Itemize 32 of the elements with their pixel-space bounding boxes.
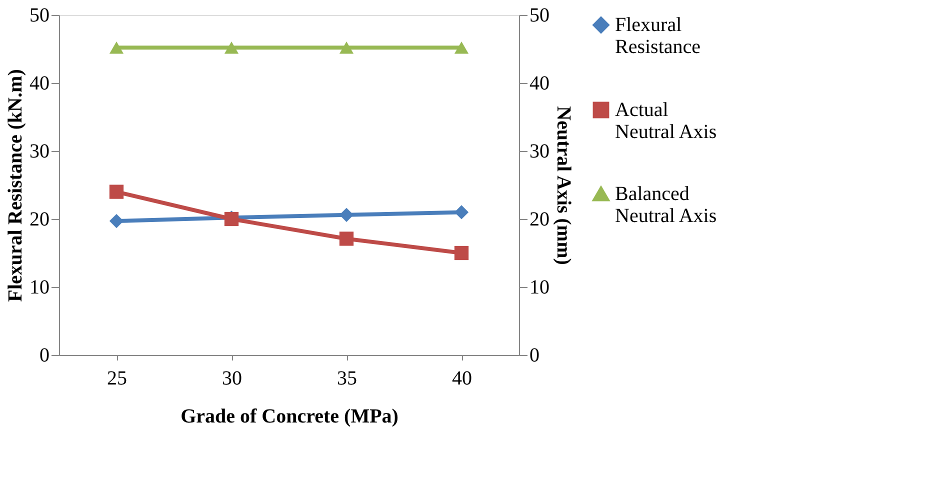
x-tick-label: 40: [452, 368, 472, 390]
legend-label: Flexural Resistance: [615, 14, 701, 58]
point: [339, 232, 354, 246]
point: [454, 42, 469, 54]
y2-tick-label: 20: [530, 208, 550, 230]
y2-axis-title: Neutral Axis (mm): [552, 106, 574, 265]
legend-label: Balanced Neutral Axis: [615, 183, 717, 227]
point: [454, 205, 469, 220]
point: [109, 42, 124, 54]
y-tick-label: 40: [30, 72, 50, 94]
point: [224, 42, 239, 54]
y-tick-label: 20: [30, 208, 50, 230]
y2-tick-label: 40: [530, 72, 550, 94]
point: [339, 42, 354, 54]
point: [454, 246, 469, 260]
x-tick-label: 35: [337, 368, 357, 390]
x-tick-label: 30: [222, 368, 242, 390]
y-tick-label: 50: [30, 4, 50, 26]
y-axis-title: Flexural Resistance (kN.m): [4, 69, 26, 302]
x-tick-label: 25: [107, 368, 127, 390]
y2-tick-label: 0: [530, 344, 540, 366]
y-tick-label: 30: [30, 140, 50, 162]
point: [109, 214, 124, 228]
y2-tick-label: 50: [530, 4, 550, 26]
y2-tick-label: 30: [530, 140, 550, 162]
x-axis-title: Grade of Concrete (MPa): [180, 406, 398, 428]
point: [109, 184, 124, 199]
point: [339, 208, 354, 222]
legend-label: Actual Neutral Axis: [615, 99, 717, 143]
y2-tick-label: 10: [530, 276, 550, 298]
y-tick-label: 10: [30, 276, 50, 298]
y-tick-label: 0: [40, 344, 50, 366]
